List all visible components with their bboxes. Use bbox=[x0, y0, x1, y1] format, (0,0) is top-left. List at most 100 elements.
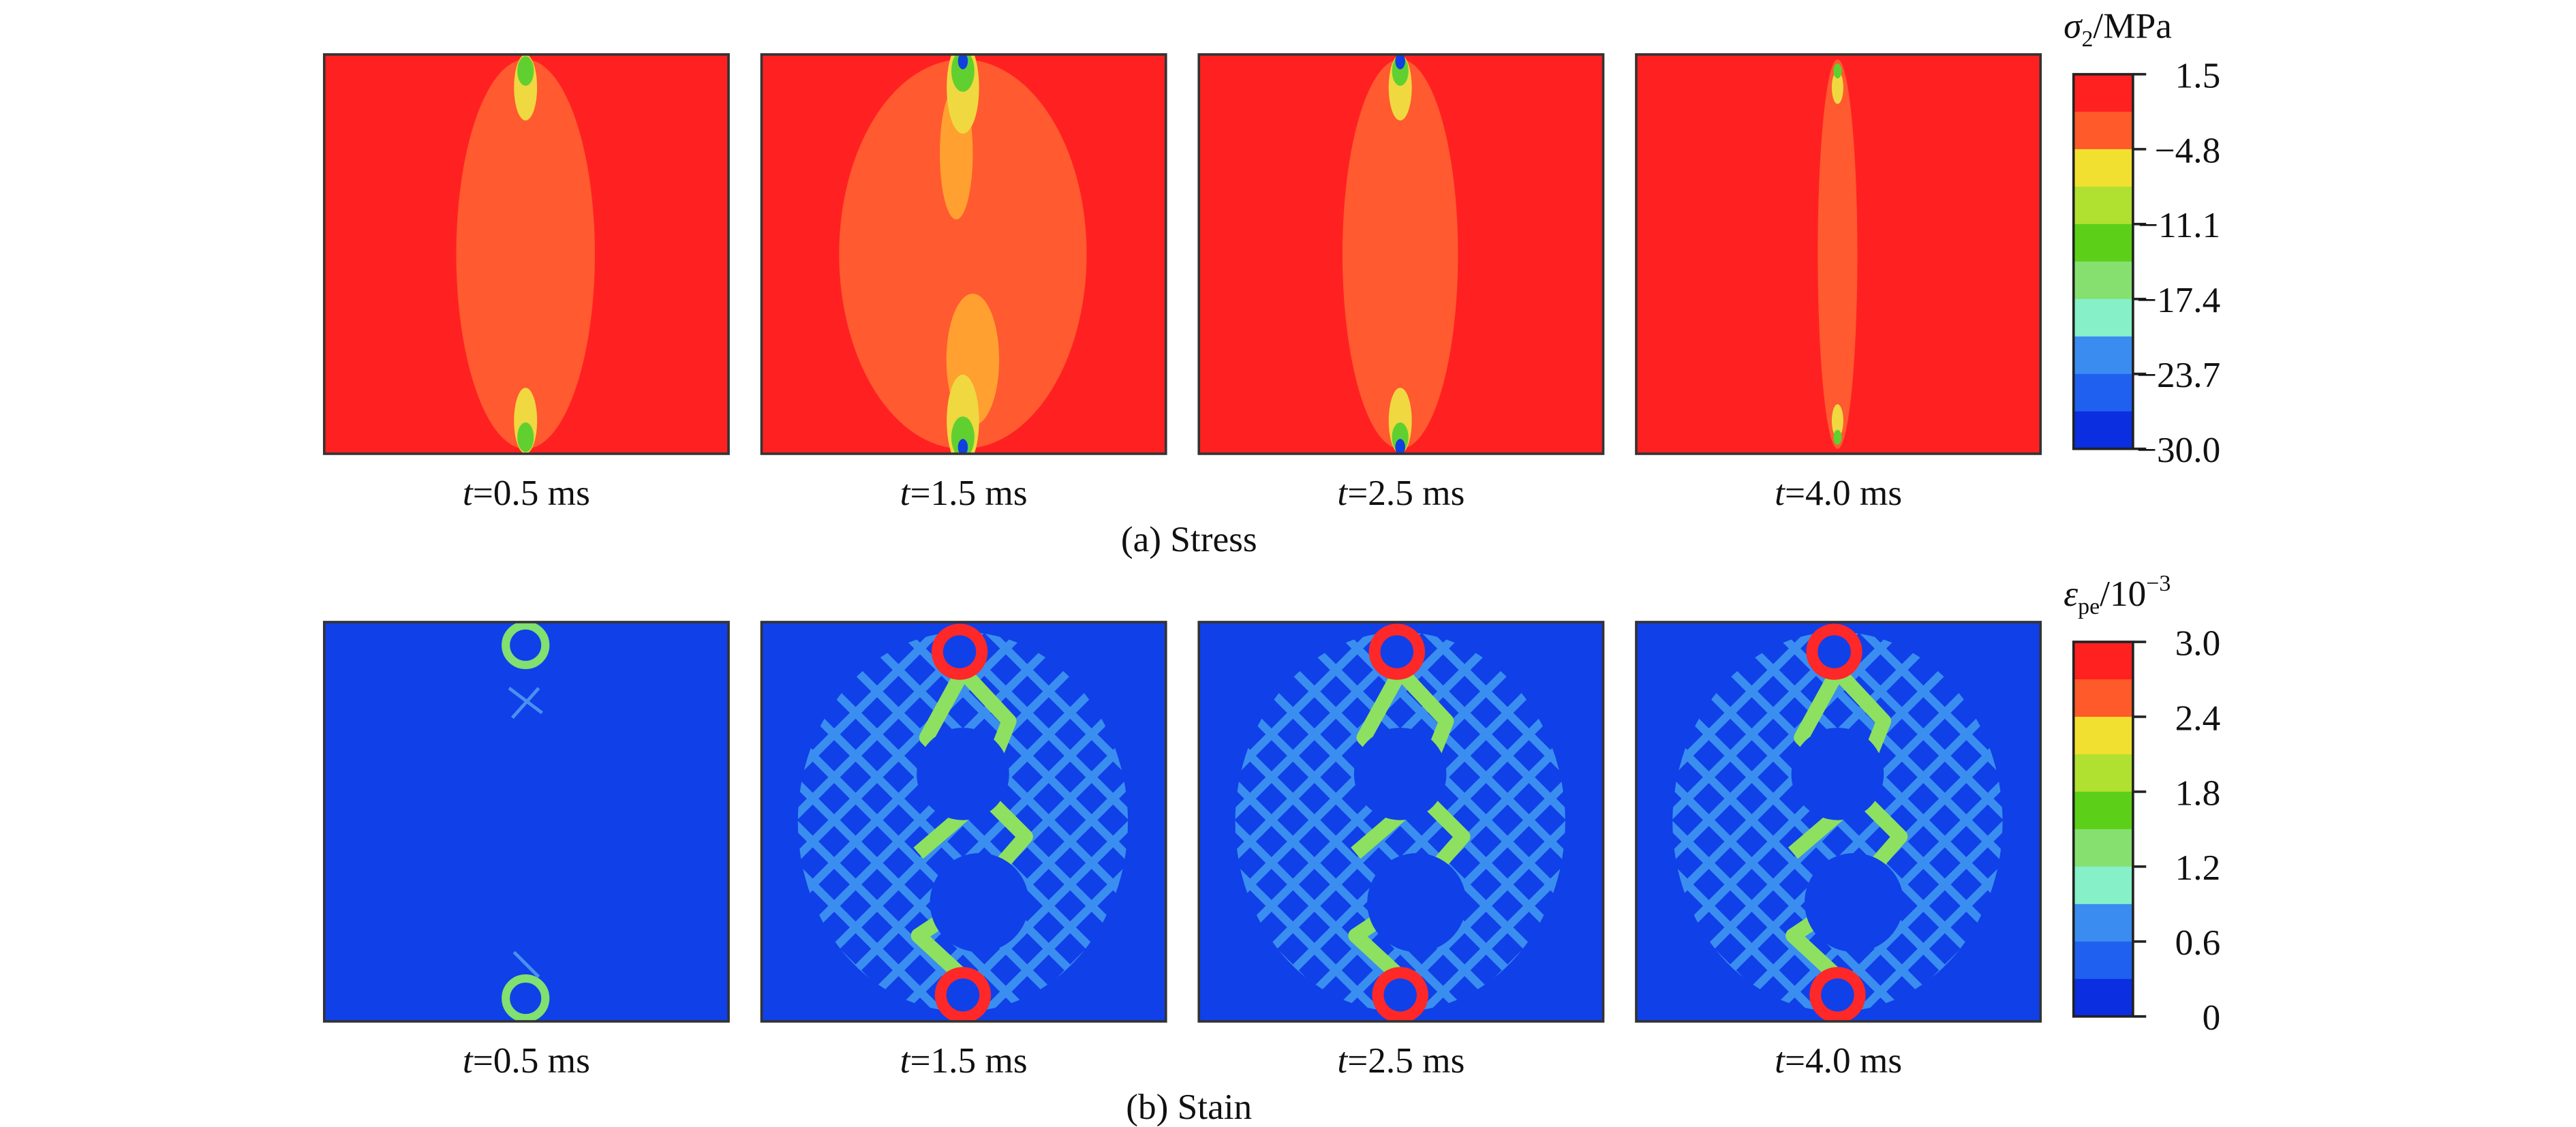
panel-frame bbox=[1197, 53, 1605, 455]
time-var: t bbox=[1337, 473, 1348, 513]
time-value: =1.5 ms bbox=[910, 473, 1027, 513]
stress-spot bbox=[951, 54, 975, 92]
title-unit: /MPa bbox=[2093, 6, 2171, 46]
stress-spot bbox=[951, 416, 975, 454]
contour-panel bbox=[1636, 621, 2041, 1022]
time-var: t bbox=[900, 1040, 911, 1081]
stress-spot bbox=[517, 422, 534, 452]
panel-frame bbox=[322, 621, 730, 1023]
colorbar-label: 0.6 bbox=[2175, 923, 2221, 963]
time-var: t bbox=[1775, 473, 1785, 513]
strain-hole bbox=[512, 632, 539, 659]
time-value: =4.0 ms bbox=[1785, 473, 1902, 513]
title-unit: /10 bbox=[2100, 574, 2146, 614]
colorbar-band bbox=[2073, 298, 2133, 337]
strain-band bbox=[797, 632, 1095, 1012]
colorbar-label: 1.2 bbox=[2175, 848, 2221, 888]
colorbar-band bbox=[2073, 223, 2133, 263]
colorbar-band bbox=[2073, 373, 2133, 412]
strain-hole bbox=[512, 985, 539, 1012]
strain-band bbox=[831, 632, 1129, 1012]
strain-band bbox=[1235, 632, 1532, 1012]
contour-panel bbox=[761, 54, 1166, 454]
strain-hole bbox=[942, 635, 977, 668]
stress-zone bbox=[839, 59, 1087, 449]
stress-zone bbox=[456, 59, 595, 449]
strain-band bbox=[1235, 632, 1446, 1012]
time-var: t bbox=[1337, 1040, 1348, 1081]
contour-panel bbox=[1636, 54, 2041, 454]
strain-band bbox=[1706, 632, 2003, 1012]
time-label: t=4.0 ms bbox=[1775, 1040, 1902, 1081]
strain-band bbox=[797, 632, 1129, 1012]
strain-band bbox=[1397, 632, 1565, 1012]
time-label: t=4.0 ms bbox=[1775, 473, 1902, 513]
strain-field bbox=[324, 621, 729, 1022]
time-label: t=2.5 ms bbox=[1337, 1040, 1465, 1081]
strain-hole bbox=[930, 853, 1029, 953]
title-sub: pe bbox=[2078, 594, 2100, 619]
strain-band bbox=[1235, 632, 1565, 1012]
strain-hole bbox=[1353, 727, 1447, 820]
colorbar-band bbox=[2073, 866, 2133, 906]
strain-band bbox=[797, 632, 1009, 1012]
colorbar-band bbox=[2073, 74, 2133, 113]
colorbar-band bbox=[2073, 941, 2133, 980]
stress-spot bbox=[517, 56, 534, 86]
colorbar-band bbox=[2073, 261, 2133, 300]
strain-band bbox=[797, 632, 1009, 1012]
strain-band bbox=[1268, 632, 1565, 1012]
colorbar-label: −30.0 bbox=[2136, 430, 2220, 470]
panel-frame bbox=[1197, 621, 1605, 1023]
caption: (a) Stress bbox=[1121, 519, 1257, 559]
panel-frame bbox=[760, 53, 1167, 455]
contour-panel bbox=[1199, 621, 1604, 1022]
panel-frame bbox=[322, 53, 730, 455]
stress-spot bbox=[1395, 54, 1405, 70]
colorbar-label: −11.1 bbox=[2138, 205, 2220, 245]
time-label: t=1.5 ms bbox=[900, 1040, 1028, 1081]
time-label: t=1.5 ms bbox=[900, 473, 1028, 513]
panel-frame bbox=[1635, 53, 2042, 455]
contour-panel bbox=[324, 54, 729, 454]
colorbar-band bbox=[2073, 791, 2133, 831]
colorbar-label: −23.7 bbox=[2136, 355, 2220, 395]
stress-zone bbox=[1818, 59, 1858, 449]
strain-band bbox=[1672, 632, 1884, 1012]
colorbar-band bbox=[2073, 149, 2133, 188]
strain-hole bbox=[917, 727, 1009, 820]
title-symbol: ε bbox=[2064, 574, 2078, 614]
time-var: t bbox=[463, 473, 474, 513]
title-symbol: σ bbox=[2064, 6, 2083, 46]
time-value: =0.5 ms bbox=[473, 1040, 590, 1081]
colorbar-band bbox=[2073, 336, 2133, 375]
stress-zone bbox=[1342, 59, 1458, 449]
colorbar-label: 1.8 bbox=[2175, 773, 2221, 813]
strain-band bbox=[1235, 632, 1446, 1012]
colorbar-band bbox=[2073, 754, 2133, 793]
caption: (b) Stain bbox=[1126, 1087, 1252, 1127]
contour-panel bbox=[1199, 54, 1604, 454]
colorbar-band bbox=[2073, 642, 2133, 681]
strain-ring bbox=[502, 974, 550, 1022]
stress-spot bbox=[1395, 439, 1405, 454]
strain-band bbox=[1397, 632, 1565, 1012]
strain-band bbox=[1835, 632, 2003, 1012]
strain-band bbox=[1672, 632, 1841, 1012]
strain-hole bbox=[1380, 635, 1414, 668]
colorbar-band bbox=[2073, 411, 2133, 450]
strain-band bbox=[1354, 632, 1565, 1012]
strain-hole bbox=[946, 978, 980, 1012]
time-label: t=0.5 ms bbox=[463, 473, 590, 513]
strain-hole bbox=[1804, 853, 1904, 953]
strain-hole bbox=[1367, 853, 1467, 953]
strain-band bbox=[1792, 632, 2003, 1012]
colorbar-label: −17.4 bbox=[2136, 280, 2220, 320]
contour-panel bbox=[324, 621, 729, 1022]
strain-hole bbox=[1383, 978, 1417, 1012]
strain-band bbox=[917, 632, 1129, 1012]
colorbar-band bbox=[2073, 829, 2133, 868]
strain-band bbox=[1672, 632, 1969, 1012]
strain-band bbox=[1672, 632, 1884, 1012]
